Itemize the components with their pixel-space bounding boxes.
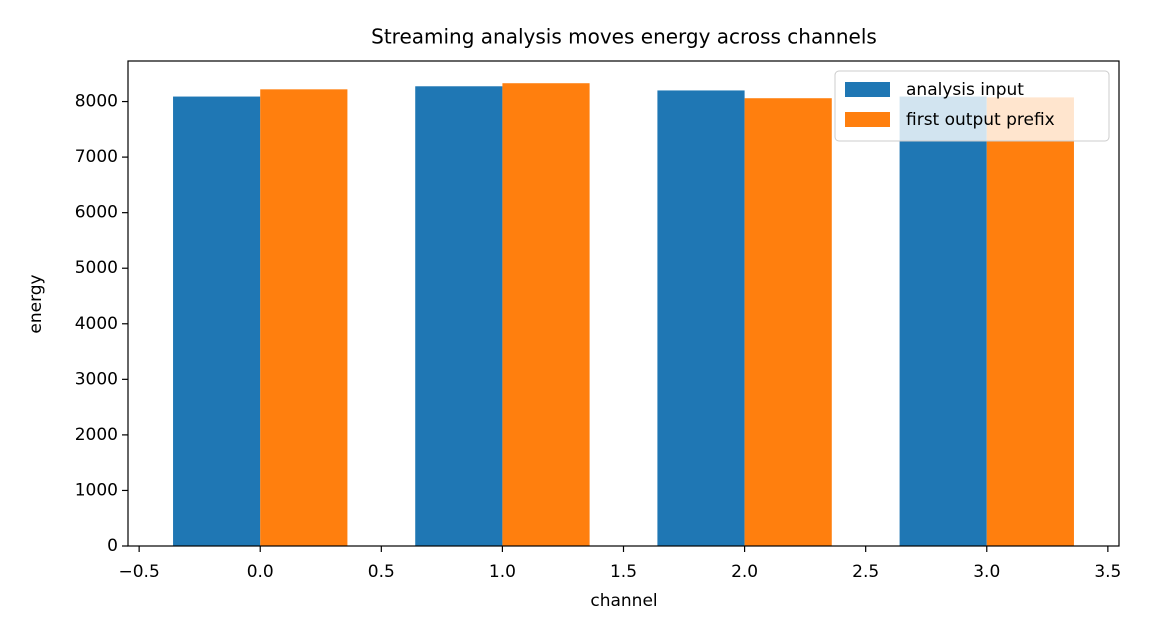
x-tick-label: 3.5 — [1094, 562, 1121, 582]
bar — [986, 97, 1074, 546]
y-tick-label: 0 — [107, 536, 118, 556]
y-tick-label: 7000 — [75, 147, 118, 167]
y-tick-label: 1000 — [75, 480, 118, 500]
y-axis-label: energy — [26, 274, 46, 333]
legend-box — [834, 70, 1110, 142]
y-tick-label: 6000 — [75, 203, 118, 223]
x-axis-label: channel — [590, 591, 657, 611]
bar — [415, 86, 503, 547]
x-tick-label: 0.5 — [368, 562, 395, 582]
legend-label: analysis input — [906, 80, 1024, 100]
legend-swatch — [845, 112, 890, 127]
bar — [502, 83, 590, 546]
x-tick-label: 3.0 — [973, 562, 1000, 582]
bar — [657, 90, 745, 546]
y-tick-label: 5000 — [75, 258, 118, 278]
x-tick-label: 2.5 — [852, 562, 879, 582]
legend: analysis input first output prefix — [834, 70, 1110, 142]
bar — [173, 96, 261, 547]
bar — [899, 96, 987, 547]
legend-swatch — [845, 82, 890, 97]
chart-title: Streaming analysis moves energy across c… — [371, 25, 877, 49]
x-tick-label: 0.0 — [247, 562, 274, 582]
x-tick-label: −0.5 — [118, 562, 159, 582]
y-tick-label: 3000 — [75, 369, 118, 389]
x-tick-label: 1.5 — [610, 562, 637, 582]
bar — [744, 98, 832, 546]
y-tick-label: 8000 — [75, 92, 118, 112]
x-tick-label: 2.0 — [731, 562, 758, 582]
y-tick-label: 4000 — [75, 314, 118, 334]
y-tick-label: 2000 — [75, 425, 118, 445]
x-tick-label: 1.0 — [489, 562, 516, 582]
bar — [260, 89, 348, 546]
legend-label: first output prefix — [906, 110, 1055, 130]
